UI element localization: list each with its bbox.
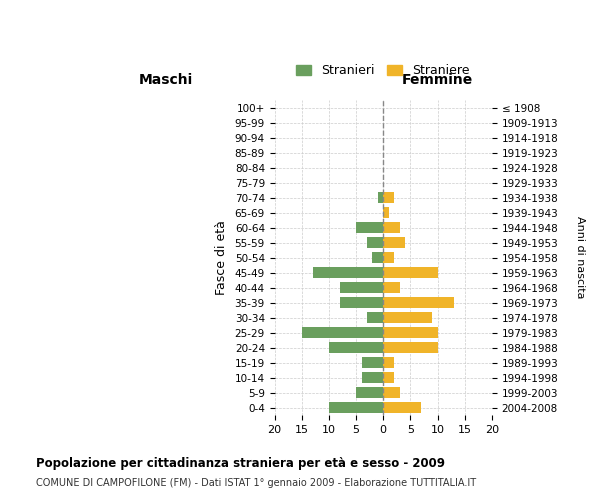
Text: Popolazione per cittadinanza straniera per età e sesso - 2009: Popolazione per cittadinanza straniera p…: [36, 458, 445, 470]
Y-axis label: Fasce di età: Fasce di età: [215, 220, 228, 295]
Bar: [356, 387, 383, 398]
Bar: [378, 192, 383, 203]
Bar: [383, 252, 394, 264]
Bar: [383, 222, 400, 234]
Bar: [340, 282, 383, 294]
Bar: [356, 222, 383, 234]
Legend: Stranieri, Straniere: Stranieri, Straniere: [292, 59, 475, 82]
Bar: [302, 327, 383, 338]
Bar: [329, 402, 383, 413]
Text: Maschi: Maschi: [139, 74, 193, 88]
Bar: [329, 342, 383, 353]
Bar: [383, 312, 432, 324]
Bar: [383, 402, 421, 413]
Bar: [383, 267, 437, 278]
Bar: [383, 207, 389, 218]
Bar: [367, 237, 383, 248]
Bar: [373, 252, 383, 264]
Text: Femmine: Femmine: [402, 74, 473, 88]
Bar: [362, 357, 383, 368]
Bar: [383, 237, 405, 248]
Bar: [383, 297, 454, 308]
Bar: [383, 372, 394, 384]
Bar: [383, 282, 400, 294]
Bar: [367, 312, 383, 324]
Bar: [383, 357, 394, 368]
Y-axis label: Anni di nascita: Anni di nascita: [575, 216, 585, 299]
Bar: [383, 192, 394, 203]
Bar: [340, 297, 383, 308]
Bar: [383, 387, 400, 398]
Bar: [383, 342, 437, 353]
Text: COMUNE DI CAMPOFILONE (FM) - Dati ISTAT 1° gennaio 2009 - Elaborazione TUTTITALI: COMUNE DI CAMPOFILONE (FM) - Dati ISTAT …: [36, 478, 476, 488]
Bar: [383, 327, 437, 338]
Bar: [313, 267, 383, 278]
Bar: [362, 372, 383, 384]
